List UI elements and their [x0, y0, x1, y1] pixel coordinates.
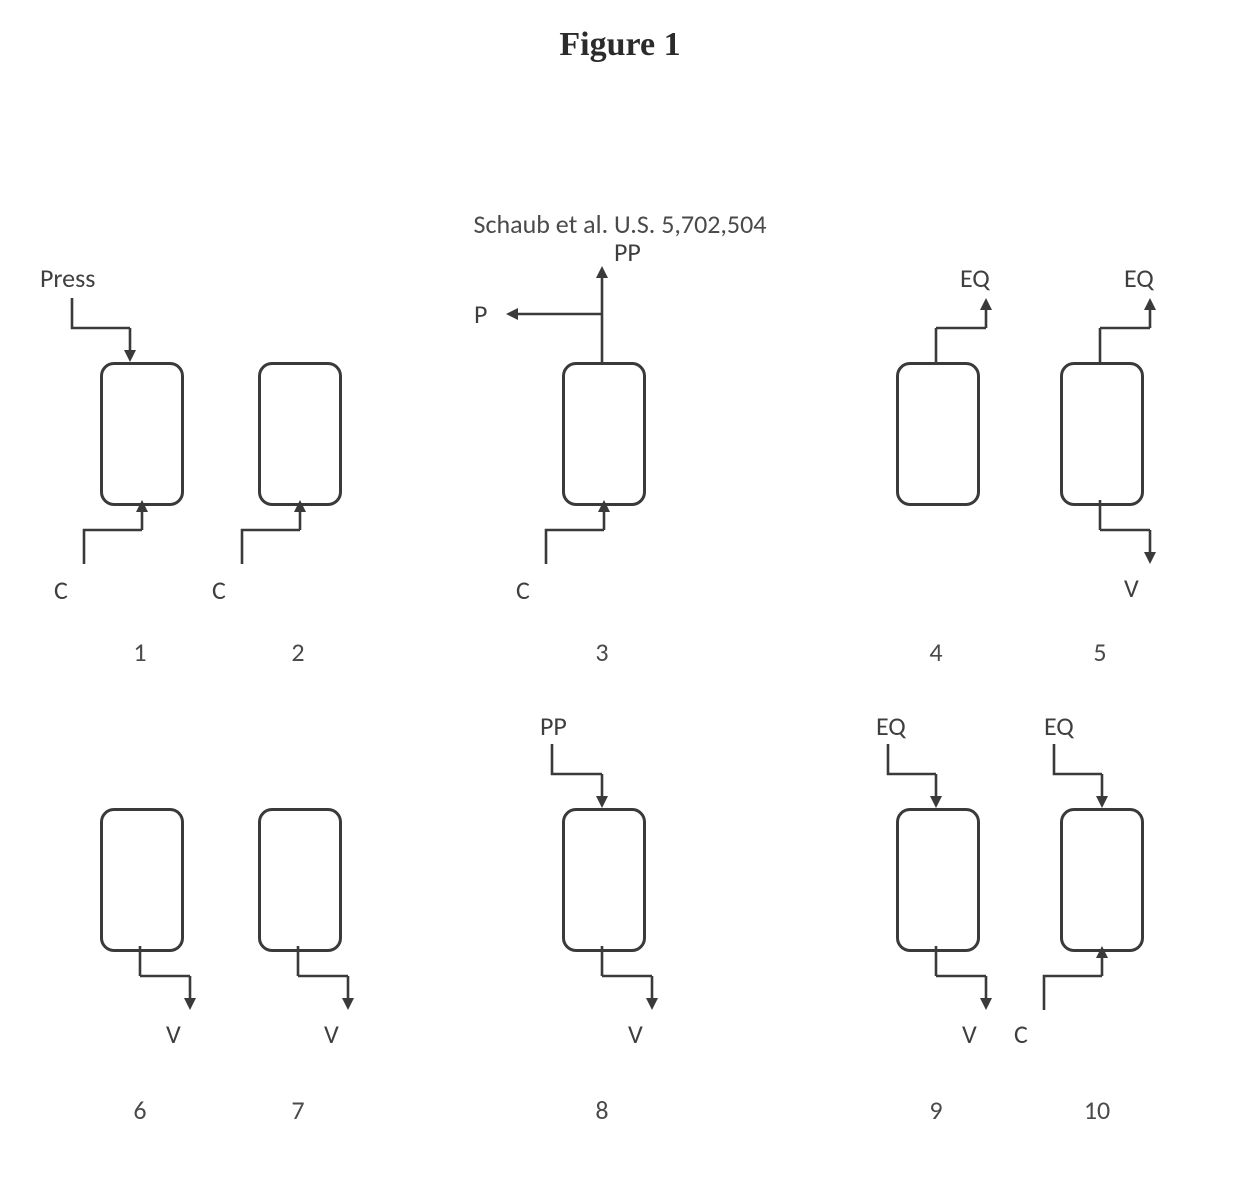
label-p: P	[474, 298, 487, 330]
label-eq-10: EQ	[1044, 710, 1074, 742]
step-number-6: 6	[120, 1094, 160, 1126]
label-v-8: V	[628, 1018, 643, 1050]
label-c-10: C	[1014, 1018, 1028, 1050]
label-pp-in: PP	[540, 710, 567, 742]
arrow-v-out-9	[928, 946, 1008, 1010]
arrow-pp-in-8	[552, 744, 632, 808]
arrow-v-out-5	[1092, 500, 1172, 564]
step-number-5: 5	[1080, 636, 1120, 668]
label-c-1: C	[54, 574, 68, 606]
vessel-7	[258, 808, 342, 952]
arrow-press-in	[72, 298, 152, 362]
step-number-8: 8	[582, 1094, 622, 1126]
vessel-9	[896, 808, 980, 952]
label-v-7: V	[324, 1018, 339, 1050]
step-number-4: 4	[916, 636, 956, 668]
arrow-eq-out-4	[928, 298, 1008, 362]
vessel-3	[562, 362, 646, 506]
step-number-10: 10	[1072, 1094, 1122, 1126]
label-c-2: C	[212, 574, 226, 606]
label-c-3: C	[516, 574, 530, 606]
arrow-eq-out-5	[1092, 298, 1172, 362]
label-eq-4: EQ	[960, 262, 990, 294]
step-number-3: 3	[582, 636, 622, 668]
arrow-c-in-1	[84, 500, 164, 564]
arrow-v-out-6	[132, 946, 212, 1010]
arrow-c-in-3	[546, 500, 626, 564]
figure-page: Figure 1 Schaub et al. U.S. 5,702,504 Pr…	[0, 0, 1240, 1184]
step-number-7: 7	[278, 1094, 318, 1126]
vessel-2	[258, 362, 342, 506]
vessel-6	[100, 808, 184, 952]
vessel-5	[1060, 362, 1144, 506]
label-eq-9: EQ	[876, 710, 906, 742]
arrow-v-out-7	[290, 946, 370, 1010]
step-number-9: 9	[916, 1094, 956, 1126]
vessel-10	[1060, 808, 1144, 952]
label-v-6: V	[166, 1018, 181, 1050]
figure-title: Figure 1	[0, 26, 1240, 64]
label-pp-out: PP	[614, 236, 641, 268]
vessel-4	[896, 362, 980, 506]
arrow-eq-in-10	[1054, 744, 1134, 808]
step-number-2: 2	[278, 636, 318, 668]
step-number-1: 1	[120, 636, 160, 668]
arrow-c-in-2	[242, 500, 322, 564]
arrow-v-out-8	[594, 946, 674, 1010]
label-v-9: V	[962, 1018, 977, 1050]
label-eq-5: EQ	[1124, 262, 1154, 294]
label-press: Press	[40, 262, 95, 294]
arrow-eq-in-9	[888, 744, 968, 808]
arrow-c-in-10	[1044, 946, 1124, 1010]
label-v-5: V	[1124, 572, 1139, 604]
arrow-p-pp-out	[498, 262, 678, 364]
vessel-8	[562, 808, 646, 952]
vessel-1	[100, 362, 184, 506]
